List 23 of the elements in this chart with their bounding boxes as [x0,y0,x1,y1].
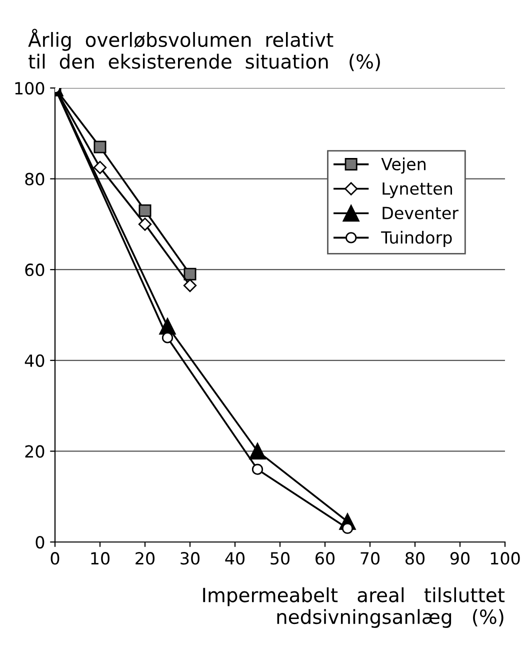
y-tick-label: 60 [25,264,44,276]
x-tick-label: 80 [406,552,424,565]
x-axis-title: Impermeabelt areal tilsluttet nedsivningsanlæg (%) [203,587,505,628]
legend-label: Deventer [382,206,458,220]
x-tick-label: 30 [180,552,200,565]
x-tick-label: 40 [225,552,244,565]
x-tick-label: 10 [91,552,110,565]
x-tick-label: 70 [360,552,380,565]
y-tick-label: 40 [24,354,44,367]
legend-label: Lynetten [382,182,452,198]
x-tick-label: 50 [270,552,290,565]
chart-title: Årlig overløbsvolumen relativt til den eksisterende situation (%) [28,28,380,72]
y-tick-label: 80 [25,172,44,186]
x-tick-label: 90 [450,552,470,565]
y-tick-label: 20 [25,445,44,458]
y-tick-label: 100 [15,82,44,95]
legend-label: Vejen [381,157,426,174]
x-tick-label: 0 [50,552,60,565]
y-tick-label: 0 [36,536,44,549]
x-tick-label: 100 [490,552,520,565]
x-tick-label: 60 [316,552,334,565]
x-tick-label: 20 [136,552,154,565]
legend-label: Tuindorp [381,230,452,247]
